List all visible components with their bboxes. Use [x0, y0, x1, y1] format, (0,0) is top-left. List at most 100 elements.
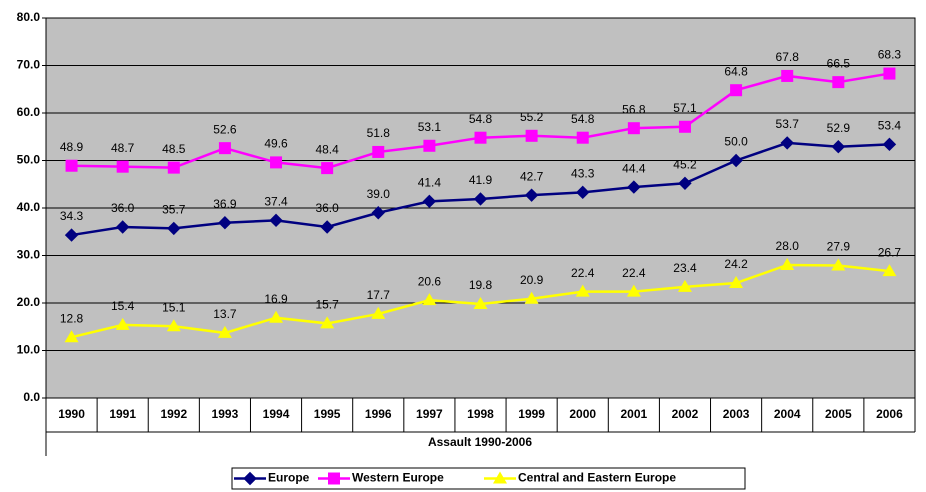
data-label: 64.8	[724, 64, 748, 78]
marker	[473, 192, 488, 206]
data-label: 16.9	[264, 292, 288, 306]
x-tick-label: 1992	[160, 407, 187, 421]
marker	[678, 120, 691, 133]
marker	[831, 258, 846, 271]
data-label: 56.8	[622, 102, 646, 116]
marker	[115, 317, 130, 330]
marker	[328, 472, 340, 485]
data-label: 22.4	[571, 266, 595, 280]
marker	[270, 156, 283, 169]
data-label: 57.1	[673, 101, 697, 115]
marker	[243, 471, 257, 486]
marker	[493, 471, 507, 484]
marker	[269, 213, 283, 228]
data-label: 44.4	[622, 161, 646, 175]
data-label: 27.9	[827, 240, 851, 254]
marker	[729, 276, 744, 289]
data-label: 36.0	[315, 201, 339, 215]
data-label: 20.9	[520, 273, 544, 287]
marker	[730, 84, 743, 97]
x-tick-label: 2006	[876, 407, 903, 421]
marker	[64, 330, 79, 343]
x-tick-label: 2000	[569, 407, 596, 421]
legend-label: Western Europe	[352, 471, 444, 485]
marker	[371, 306, 386, 319]
data-label: 50.0	[724, 135, 748, 149]
marker	[882, 264, 897, 277]
marker	[167, 161, 180, 174]
marker	[218, 142, 231, 155]
marker	[473, 296, 488, 309]
marker	[321, 162, 334, 175]
data-label: 52.9	[827, 121, 851, 135]
marker	[627, 122, 640, 135]
data-label: 15.7	[315, 298, 339, 312]
data-label: 42.7	[520, 169, 544, 183]
data-label: 26.7	[878, 245, 902, 259]
data-label: 22.4	[622, 266, 646, 280]
marker	[217, 325, 232, 338]
data-label: 37.4	[264, 195, 288, 209]
x-tick-label: 1990	[58, 407, 85, 421]
marker	[524, 188, 539, 202]
x-tick-label: 2001	[621, 407, 648, 421]
x-tick-label: 2005	[825, 407, 852, 421]
data-label: 53.4	[878, 119, 902, 133]
marker	[678, 176, 692, 191]
data-label: 36.0	[111, 201, 135, 215]
x-tick-label: 1999	[518, 407, 545, 421]
data-label: 67.8	[776, 50, 800, 64]
data-label: 41.4	[418, 176, 442, 190]
marker	[64, 228, 79, 242]
marker	[524, 291, 539, 304]
data-label: 53.1	[418, 120, 442, 134]
data-label: 54.8	[571, 112, 595, 126]
data-label: 48.4	[315, 142, 339, 156]
marker	[372, 145, 385, 158]
marker	[371, 206, 385, 220]
y-tick-label: 70.0	[17, 58, 41, 72]
data-label: 48.7	[111, 141, 135, 155]
data-label: 15.4	[111, 299, 135, 313]
data-label: 54.8	[469, 112, 493, 126]
marker	[115, 220, 130, 234]
marker	[883, 67, 896, 80]
legend-label: Europe	[268, 471, 310, 485]
marker	[422, 194, 437, 209]
marker	[626, 284, 641, 297]
data-label: 34.3	[60, 209, 84, 223]
x-tick-label: 1998	[467, 407, 494, 421]
marker	[423, 139, 436, 152]
y-tick-label: 20.0	[17, 295, 41, 309]
marker	[166, 319, 181, 332]
data-label: 41.9	[469, 173, 493, 187]
y-tick-label: 60.0	[17, 105, 41, 119]
marker	[218, 216, 232, 230]
marker	[627, 180, 641, 194]
x-axis-label: Assault 1990-2006	[428, 435, 532, 449]
marker	[780, 258, 795, 270]
marker	[474, 131, 487, 144]
data-label: 15.1	[162, 300, 186, 314]
marker	[65, 159, 78, 172]
data-label: 51.8	[367, 126, 391, 140]
marker	[422, 293, 437, 306]
data-label: 52.6	[213, 122, 237, 136]
x-tick-label: 2004	[774, 407, 801, 421]
x-tick-label: 2002	[672, 407, 699, 421]
marker	[269, 310, 284, 323]
data-label: 13.7	[213, 307, 237, 321]
marker	[575, 284, 590, 297]
data-label: 66.5	[827, 56, 851, 70]
marker	[780, 136, 794, 150]
data-label: 17.7	[367, 288, 391, 302]
data-label: 23.4	[673, 261, 697, 275]
data-label: 36.9	[213, 197, 237, 211]
marker	[167, 221, 181, 236]
data-label: 39.0	[367, 187, 391, 201]
data-label: 19.8	[469, 278, 493, 292]
legend-label: Central and Eastern Europe	[518, 471, 676, 485]
data-label: 49.6	[264, 137, 288, 151]
marker	[832, 76, 845, 89]
